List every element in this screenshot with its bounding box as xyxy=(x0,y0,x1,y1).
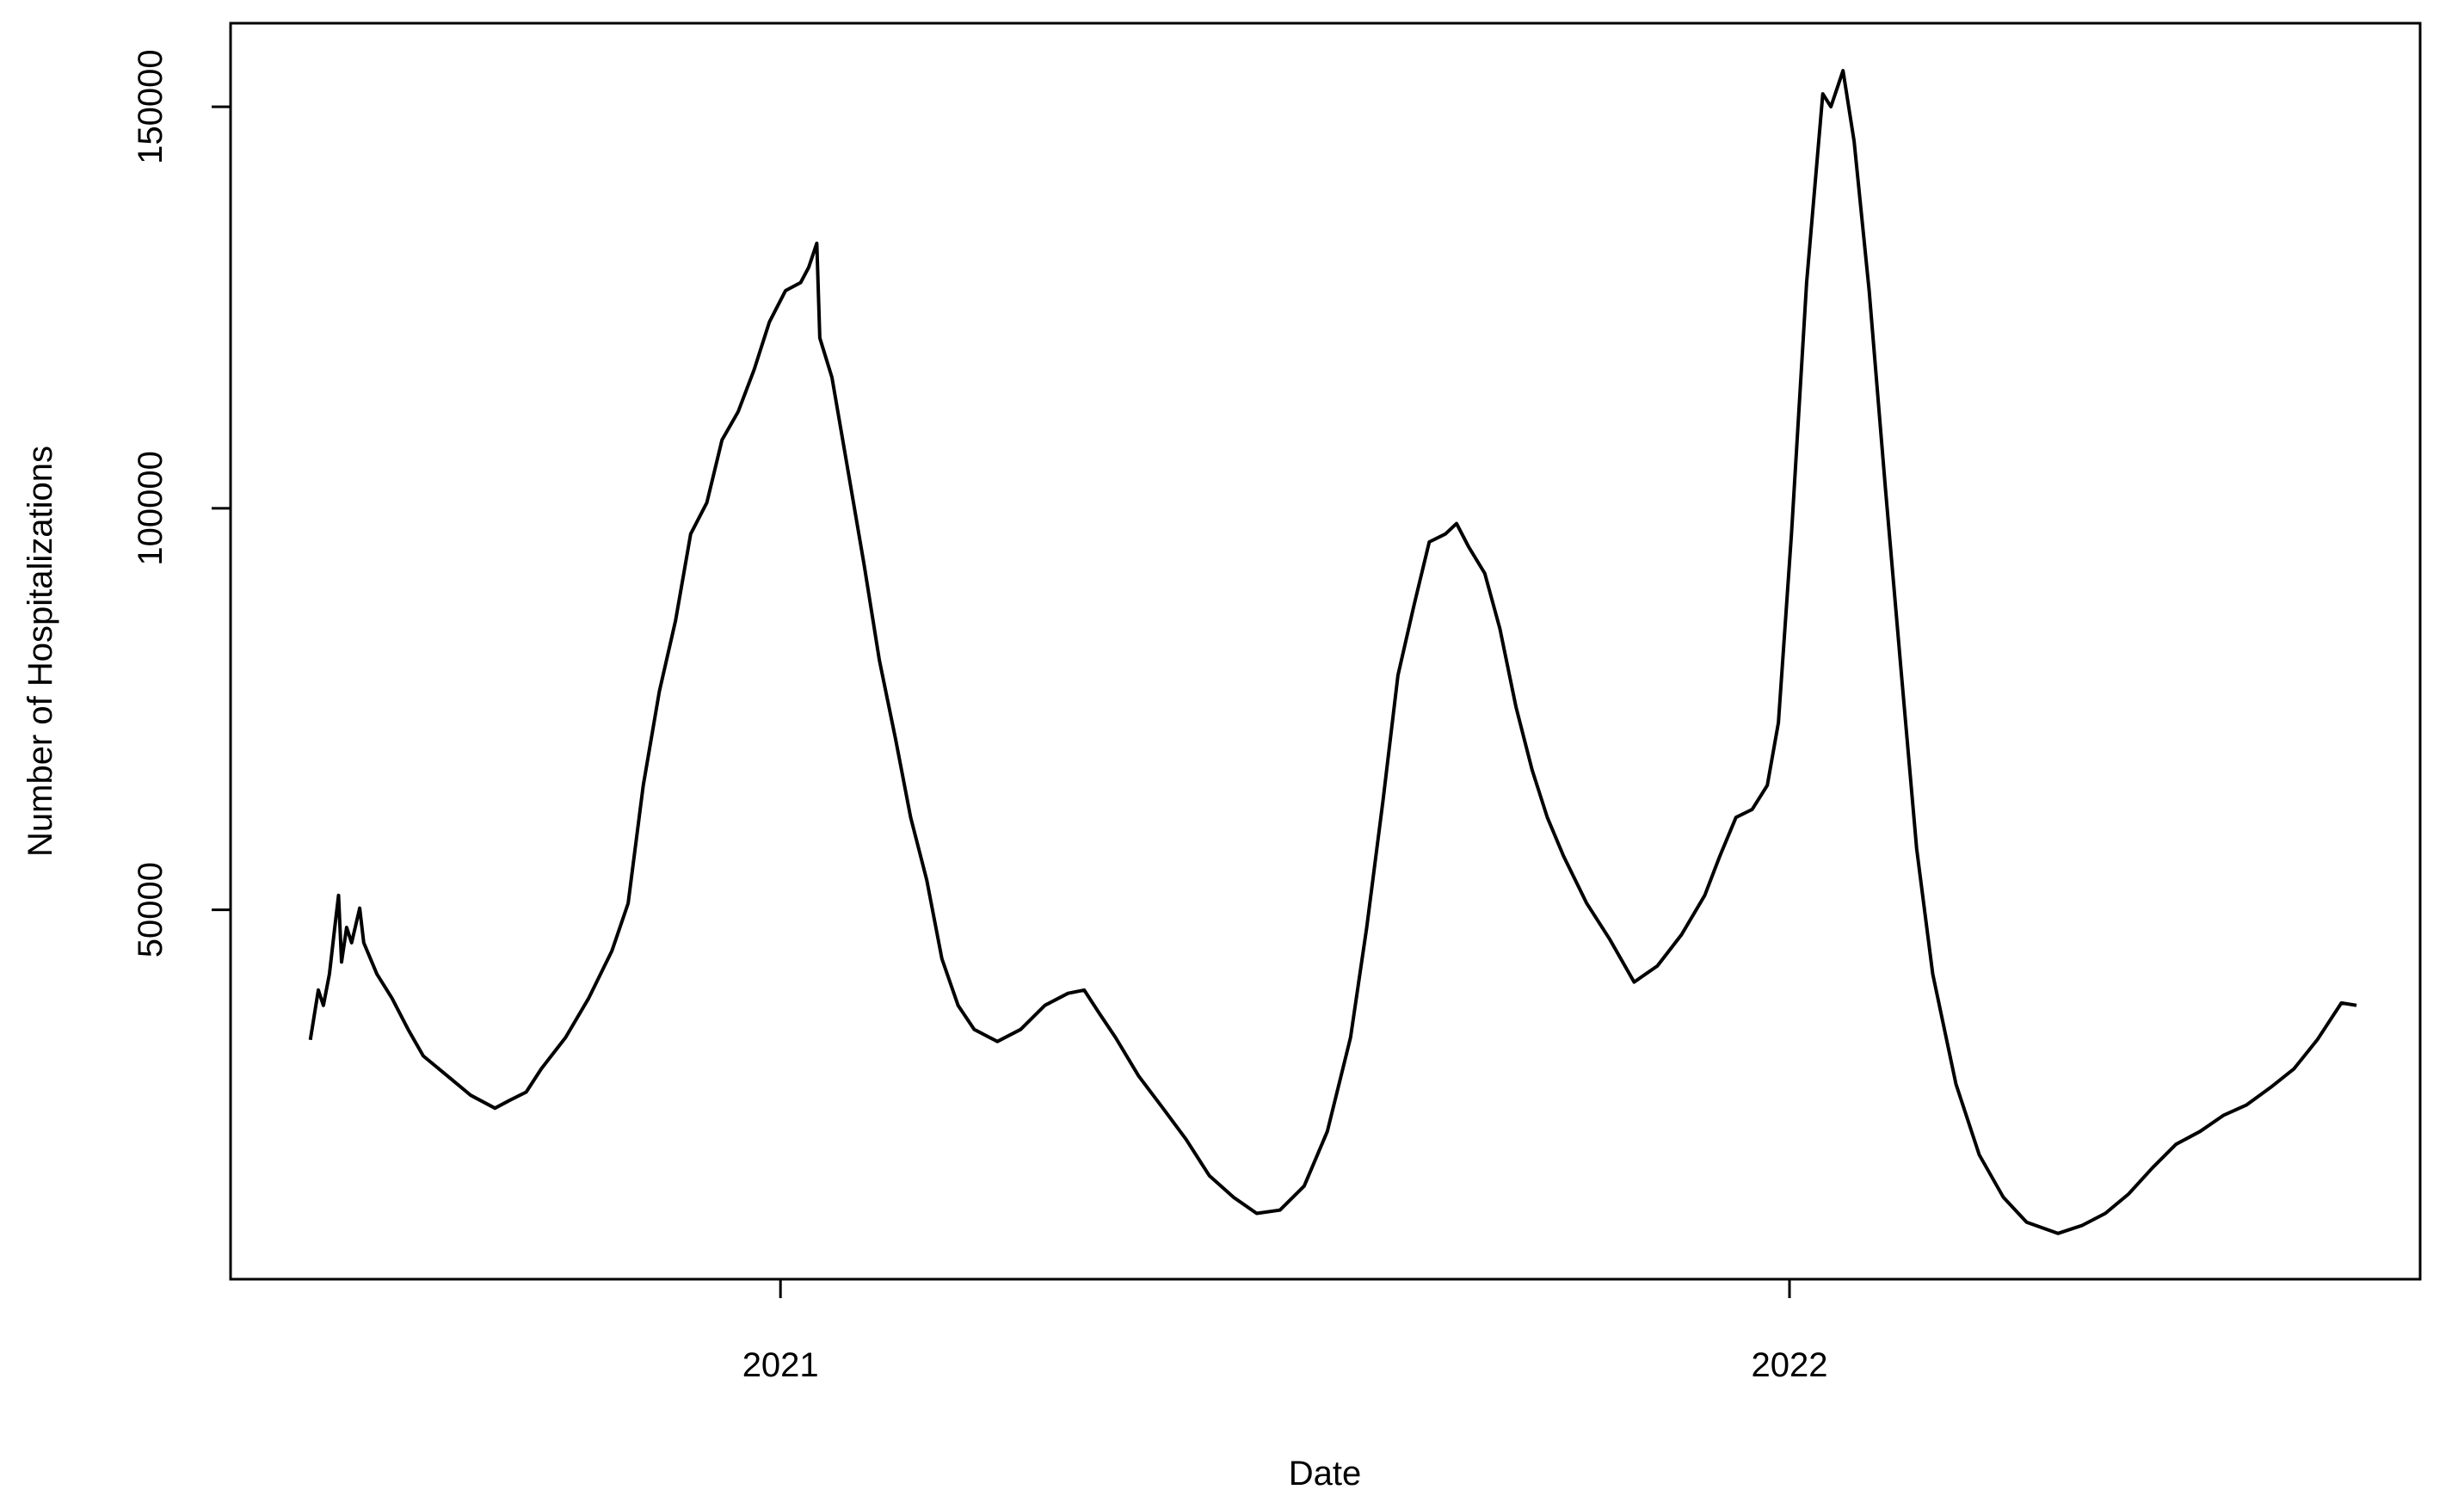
y-tick-label: 50000 xyxy=(132,862,169,957)
y-tick-label: 100000 xyxy=(132,451,169,565)
data-line xyxy=(308,69,2357,1235)
y-tick-label: 150000 xyxy=(132,49,169,163)
plot-box xyxy=(229,22,2422,1281)
x-axis-label: Date xyxy=(1289,1455,1362,1493)
x-tick-label: 2022 xyxy=(1752,1346,1828,1384)
y-axis-label: Number of Hospitalizations xyxy=(22,446,59,857)
x-tick-label: 2021 xyxy=(742,1346,819,1384)
